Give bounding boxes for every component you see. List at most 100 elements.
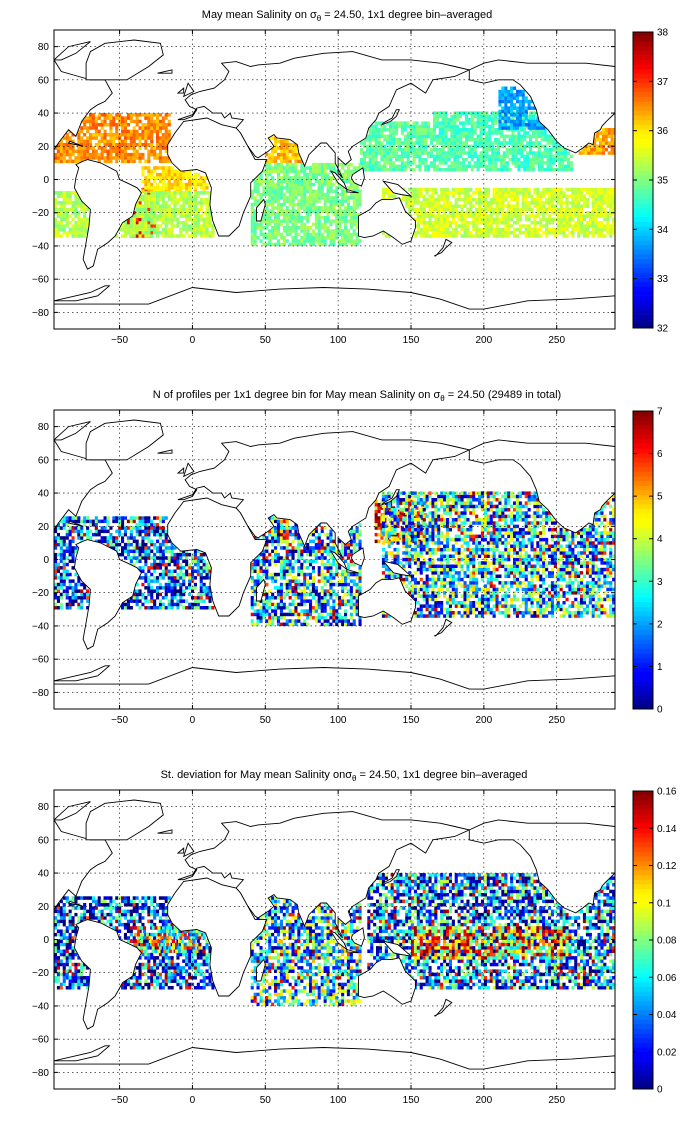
data-cell <box>277 243 280 247</box>
data-cell <box>567 158 570 162</box>
data-cell <box>174 180 177 184</box>
data-cell <box>471 118 474 122</box>
data-cell <box>395 158 398 162</box>
data-cell <box>66 201 69 205</box>
data-cell <box>277 223 280 227</box>
data-cell <box>458 195 461 199</box>
data-cell <box>74 530 77 534</box>
data-cell <box>577 198 580 202</box>
data-cell <box>436 121 439 125</box>
colorbar-segment <box>633 64 653 69</box>
data-cell <box>332 190 335 194</box>
data-cell <box>356 196 359 200</box>
data-cell <box>74 546 77 550</box>
data-cell <box>280 219 283 223</box>
data-cell <box>115 540 118 544</box>
data-cell <box>121 156 124 160</box>
data-cell <box>188 195 191 199</box>
data-cell <box>182 573 185 577</box>
data-cell <box>475 218 478 222</box>
data-cell <box>206 228 209 232</box>
data-cell <box>274 160 277 164</box>
data-cell <box>80 156 83 160</box>
data-cell <box>401 168 404 172</box>
data-cell <box>185 560 188 564</box>
data-cell <box>318 223 321 227</box>
data-cell <box>179 234 182 238</box>
data-cell <box>369 148 372 152</box>
data-cell <box>519 218 522 222</box>
data-cell <box>156 550 159 554</box>
data-cell <box>159 160 162 164</box>
data-cell <box>408 198 411 202</box>
data-cell <box>150 228 153 232</box>
data-cell <box>353 209 356 213</box>
data-cell <box>501 126 504 130</box>
data-cell <box>271 516 274 520</box>
data-cell <box>74 599 77 603</box>
data-cell <box>512 131 515 135</box>
data-cell <box>453 151 456 155</box>
data-cell <box>580 228 583 232</box>
data-cell <box>147 540 150 544</box>
data-cell <box>484 208 487 212</box>
data-cell <box>401 155 404 159</box>
data-cell <box>386 161 389 165</box>
data-cell <box>141 156 144 160</box>
data-cell <box>265 560 268 564</box>
colorbar-segment <box>633 134 653 139</box>
data-cell <box>547 165 550 169</box>
data-cell <box>600 228 603 232</box>
data-cell <box>130 550 133 554</box>
data-cell <box>464 214 467 218</box>
data-cell <box>595 214 598 218</box>
data-cell <box>171 191 174 195</box>
data-cell <box>144 553 147 557</box>
data-cell <box>474 128 477 132</box>
data-cell <box>498 126 501 130</box>
data-cell <box>526 131 529 135</box>
data-cell <box>156 516 159 520</box>
data-cell <box>144 123 147 127</box>
data-cell <box>410 135 413 139</box>
data-cell <box>485 155 488 159</box>
data-cell <box>398 138 401 142</box>
data-cell <box>63 589 66 593</box>
data-cell <box>519 214 522 218</box>
data-cell <box>66 231 69 235</box>
data-cell <box>268 219 271 223</box>
data-cell <box>80 583 83 587</box>
data-cell <box>445 128 448 132</box>
data-cell <box>453 128 456 132</box>
data-cell <box>452 211 455 215</box>
data-cell <box>332 183 335 187</box>
data-cell <box>523 135 526 139</box>
data-cell <box>257 579 260 583</box>
colorbar-segment <box>633 194 653 199</box>
data-cell <box>153 201 156 205</box>
data-cell <box>268 563 271 567</box>
data-cell <box>536 123 539 127</box>
data-cell <box>72 556 75 560</box>
data-cell <box>519 106 522 110</box>
data-cell <box>144 526 147 530</box>
data-cell <box>605 131 608 135</box>
data-cell <box>200 556 203 560</box>
data-cell <box>251 566 254 570</box>
data-cell <box>127 153 130 157</box>
data-cell <box>461 204 464 208</box>
data-cell <box>159 606 162 610</box>
data-cell <box>69 603 72 607</box>
data-cell <box>520 161 523 165</box>
data-cell <box>455 201 458 205</box>
data-cell <box>92 153 95 157</box>
data-cell <box>392 128 395 132</box>
data-cell <box>147 113 150 117</box>
data-cell <box>124 116 127 120</box>
data-cell <box>139 143 142 147</box>
data-cell <box>171 228 174 232</box>
data-cell <box>544 148 547 152</box>
data-cell <box>538 161 541 165</box>
data-cell <box>153 228 156 232</box>
data-cell <box>176 186 179 190</box>
